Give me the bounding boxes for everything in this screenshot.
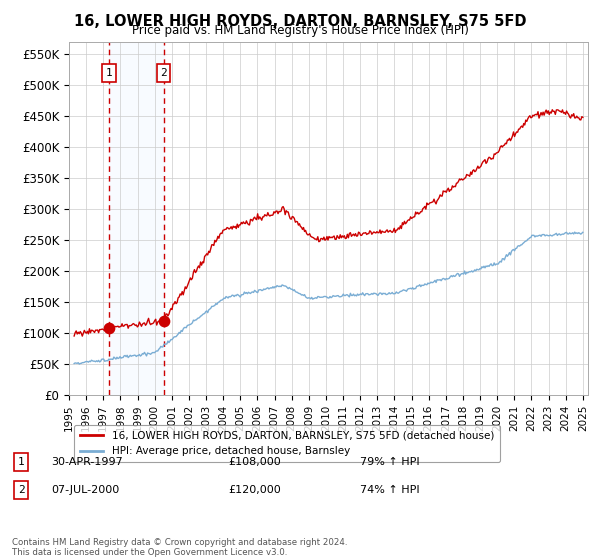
Text: 1: 1 (106, 68, 112, 78)
Text: £120,000: £120,000 (228, 485, 281, 495)
Point (104, 324, 114, 333)
Text: 07-JUL-2000: 07-JUL-2000 (51, 485, 119, 495)
Text: Price paid vs. HM Land Registry's House Price Index (HPI): Price paid vs. HM Land Registry's House … (131, 24, 469, 37)
Text: 2: 2 (17, 485, 25, 495)
Text: £108,000: £108,000 (228, 457, 281, 467)
Text: 2: 2 (160, 68, 167, 78)
Text: 79% ↑ HPI: 79% ↑ HPI (360, 457, 419, 467)
Legend: 16, LOWER HIGH ROYDS, DARTON, BARNSLEY, S75 5FD (detached house), HPI: Average p: 16, LOWER HIGH ROYDS, DARTON, BARNSLEY, … (74, 424, 500, 463)
Point (159, 316, 169, 325)
Text: 1: 1 (17, 457, 25, 467)
Text: 30-APR-1997: 30-APR-1997 (51, 457, 123, 467)
Text: Contains HM Land Registry data © Crown copyright and database right 2024.
This d: Contains HM Land Registry data © Crown c… (12, 538, 347, 557)
Text: 16, LOWER HIGH ROYDS, DARTON, BARNSLEY, S75 5FD: 16, LOWER HIGH ROYDS, DARTON, BARNSLEY, … (74, 14, 526, 29)
Bar (109, 42, 164, 395)
Text: 74% ↑ HPI: 74% ↑ HPI (360, 485, 419, 495)
